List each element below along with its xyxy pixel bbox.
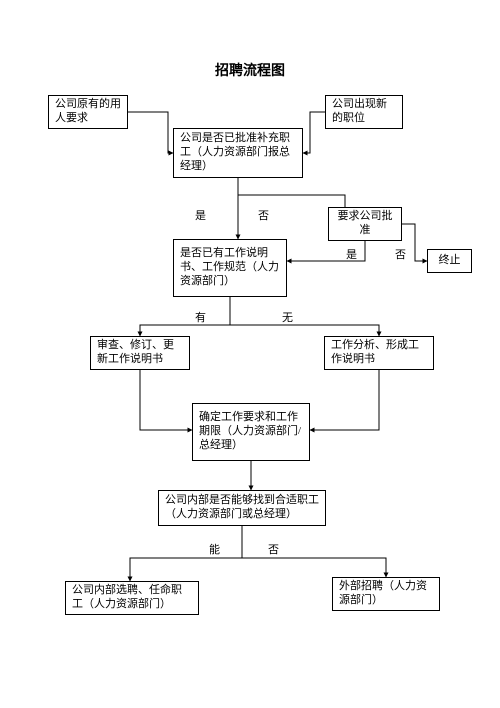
edge-label-l_fou1: 否 <box>258 207 269 223</box>
node-external: 外部招聘（人力资源部门） <box>332 577 440 611</box>
edge-8 <box>230 325 379 336</box>
edge-7 <box>140 325 230 336</box>
node-approve: 公司是否已批准补充职工（人力资源部门报总经理） <box>173 128 303 178</box>
node-appoint: 公司内部选聘、任命职工（人力资源部门） <box>65 581 199 615</box>
edge-9 <box>140 370 192 430</box>
edge-1 <box>303 112 325 153</box>
edge-label-l_fou3: 否 <box>268 541 279 557</box>
edge-label-l_you: 有 <box>195 309 206 325</box>
edge-13 <box>130 558 242 581</box>
edge-label-l_neng: 能 <box>209 541 220 557</box>
node-internal: 公司内部是否能够找到合适职工（人力资源部门或总经理） <box>158 490 326 526</box>
edge-14 <box>242 558 386 577</box>
edge-label-l_wu: 无 <box>282 309 293 325</box>
edge-label-l_shi1: 是 <box>195 207 206 223</box>
node-start_left: 公司原有的用人要求 <box>48 95 128 129</box>
edge-0 <box>128 112 173 153</box>
flowchart-canvas: 招聘流程图 公司原有的用人要求 公司出现新的职位公司是否已批准补充职工（人力资源部… <box>0 0 500 708</box>
node-review: 审查、修订、更新工作说明书 <box>90 336 190 370</box>
node-stop: 终止 <box>427 249 472 273</box>
edge-label-l_fou2: 否 <box>395 246 406 262</box>
edge-10 <box>310 370 379 430</box>
node-has_spec: 是否已有工作说明书、工作规范（人力资源部门） <box>173 239 287 297</box>
node-start_right: 公司出现新的职位 <box>325 95 403 129</box>
edge-3 <box>238 195 345 207</box>
edge-label-l_shi2: 是 <box>346 246 357 262</box>
page-title: 招聘流程图 <box>0 60 500 80</box>
node-analyze: 工作分析、形成工作说明书 <box>324 336 434 370</box>
node-define_req: 确定工作要求和工作期限（人力资源部门/总经理） <box>192 403 310 461</box>
node-req_appr: 要求公司批准 <box>328 207 402 241</box>
